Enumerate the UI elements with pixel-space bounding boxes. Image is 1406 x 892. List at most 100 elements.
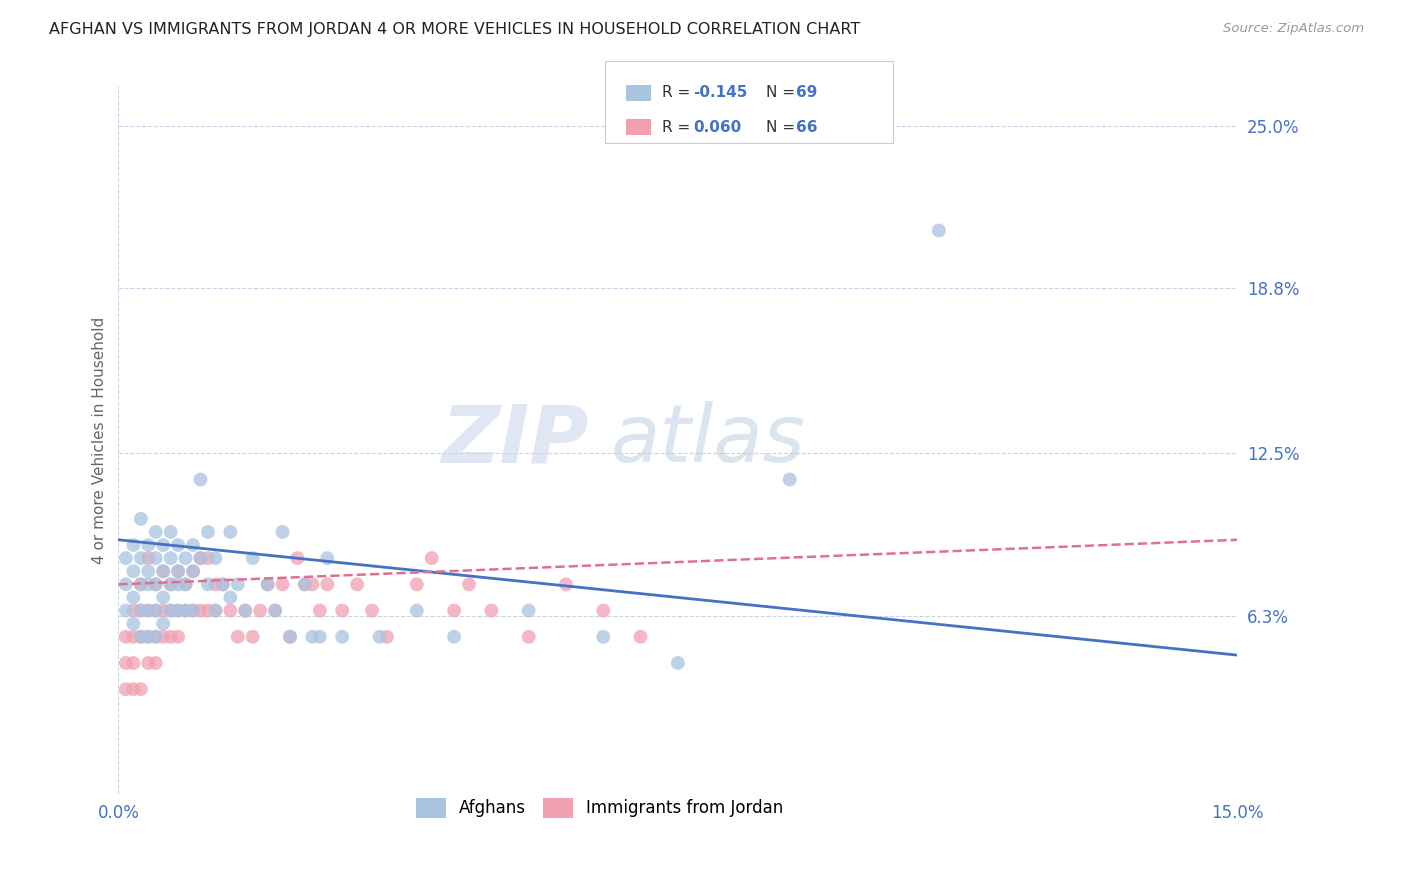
Point bbox=[368, 630, 391, 644]
Point bbox=[129, 682, 152, 697]
Point bbox=[242, 630, 264, 644]
Point bbox=[233, 603, 256, 617]
Point bbox=[287, 551, 309, 566]
Point bbox=[405, 577, 427, 591]
Point bbox=[129, 630, 152, 644]
Text: 69: 69 bbox=[796, 86, 817, 101]
Point bbox=[174, 577, 197, 591]
Point bbox=[159, 577, 181, 591]
Point bbox=[129, 551, 152, 566]
Point bbox=[181, 538, 204, 552]
Point bbox=[346, 577, 368, 591]
Point bbox=[517, 630, 540, 644]
Point bbox=[115, 551, 138, 566]
Point bbox=[666, 656, 689, 670]
Point bbox=[136, 577, 159, 591]
Text: Source: ZipAtlas.com: Source: ZipAtlas.com bbox=[1223, 22, 1364, 36]
Point bbox=[181, 603, 204, 617]
Point bbox=[308, 603, 330, 617]
Point bbox=[145, 603, 167, 617]
Point bbox=[294, 577, 316, 591]
Point bbox=[264, 603, 287, 617]
Point bbox=[233, 603, 256, 617]
Point bbox=[152, 603, 174, 617]
Point bbox=[145, 656, 167, 670]
Point bbox=[375, 630, 398, 644]
Point bbox=[167, 630, 190, 644]
Point bbox=[197, 603, 219, 617]
Point bbox=[129, 603, 152, 617]
Point bbox=[181, 603, 204, 617]
Point bbox=[249, 603, 271, 617]
Point bbox=[167, 603, 190, 617]
Point bbox=[420, 551, 443, 566]
Point bbox=[592, 603, 614, 617]
Point bbox=[159, 603, 181, 617]
Point bbox=[115, 656, 138, 670]
Point bbox=[145, 630, 167, 644]
Point bbox=[278, 630, 301, 644]
Point bbox=[226, 577, 249, 591]
Text: atlas: atlas bbox=[610, 401, 806, 479]
Point bbox=[136, 630, 159, 644]
Text: 0.060: 0.060 bbox=[693, 120, 741, 135]
Point bbox=[136, 551, 159, 566]
Point bbox=[136, 630, 159, 644]
Point bbox=[115, 630, 138, 644]
Point bbox=[152, 591, 174, 605]
Point bbox=[308, 630, 330, 644]
Point bbox=[145, 603, 167, 617]
Point bbox=[361, 603, 384, 617]
Point bbox=[405, 603, 427, 617]
Point bbox=[152, 616, 174, 631]
Point bbox=[167, 577, 190, 591]
Point bbox=[212, 577, 235, 591]
Point bbox=[136, 564, 159, 578]
Point bbox=[271, 524, 294, 539]
Point bbox=[458, 577, 481, 591]
Point bbox=[145, 524, 167, 539]
Point bbox=[630, 630, 652, 644]
Point bbox=[479, 603, 502, 617]
Point bbox=[204, 603, 226, 617]
Point bbox=[122, 564, 145, 578]
Point bbox=[197, 577, 219, 591]
Point bbox=[174, 603, 197, 617]
Point bbox=[190, 603, 212, 617]
Point bbox=[256, 577, 278, 591]
Point bbox=[174, 551, 197, 566]
Point bbox=[204, 551, 226, 566]
Point bbox=[517, 603, 540, 617]
Point bbox=[301, 630, 323, 644]
Point bbox=[278, 630, 301, 644]
Point bbox=[122, 682, 145, 697]
Point bbox=[330, 603, 353, 617]
Point bbox=[122, 616, 145, 631]
Text: N =: N = bbox=[766, 120, 800, 135]
Point bbox=[115, 577, 138, 591]
Point bbox=[294, 577, 316, 591]
Point bbox=[174, 577, 197, 591]
Point bbox=[204, 603, 226, 617]
Point bbox=[122, 656, 145, 670]
Point bbox=[129, 630, 152, 644]
Point bbox=[190, 473, 212, 487]
Point bbox=[129, 603, 152, 617]
Point bbox=[122, 591, 145, 605]
Point bbox=[219, 591, 242, 605]
Point bbox=[271, 577, 294, 591]
Point bbox=[190, 551, 212, 566]
Legend: Afghans, Immigrants from Jordan: Afghans, Immigrants from Jordan bbox=[409, 791, 790, 824]
Point bbox=[316, 551, 339, 566]
Text: ZIP: ZIP bbox=[441, 401, 588, 479]
Point bbox=[316, 577, 339, 591]
Point bbox=[115, 603, 138, 617]
Y-axis label: 4 or more Vehicles in Household: 4 or more Vehicles in Household bbox=[93, 317, 107, 564]
Point bbox=[555, 577, 578, 591]
Point bbox=[330, 630, 353, 644]
Point bbox=[122, 603, 145, 617]
Text: 66: 66 bbox=[796, 120, 817, 135]
Point bbox=[174, 603, 197, 617]
Point bbox=[136, 603, 159, 617]
Point bbox=[129, 512, 152, 526]
